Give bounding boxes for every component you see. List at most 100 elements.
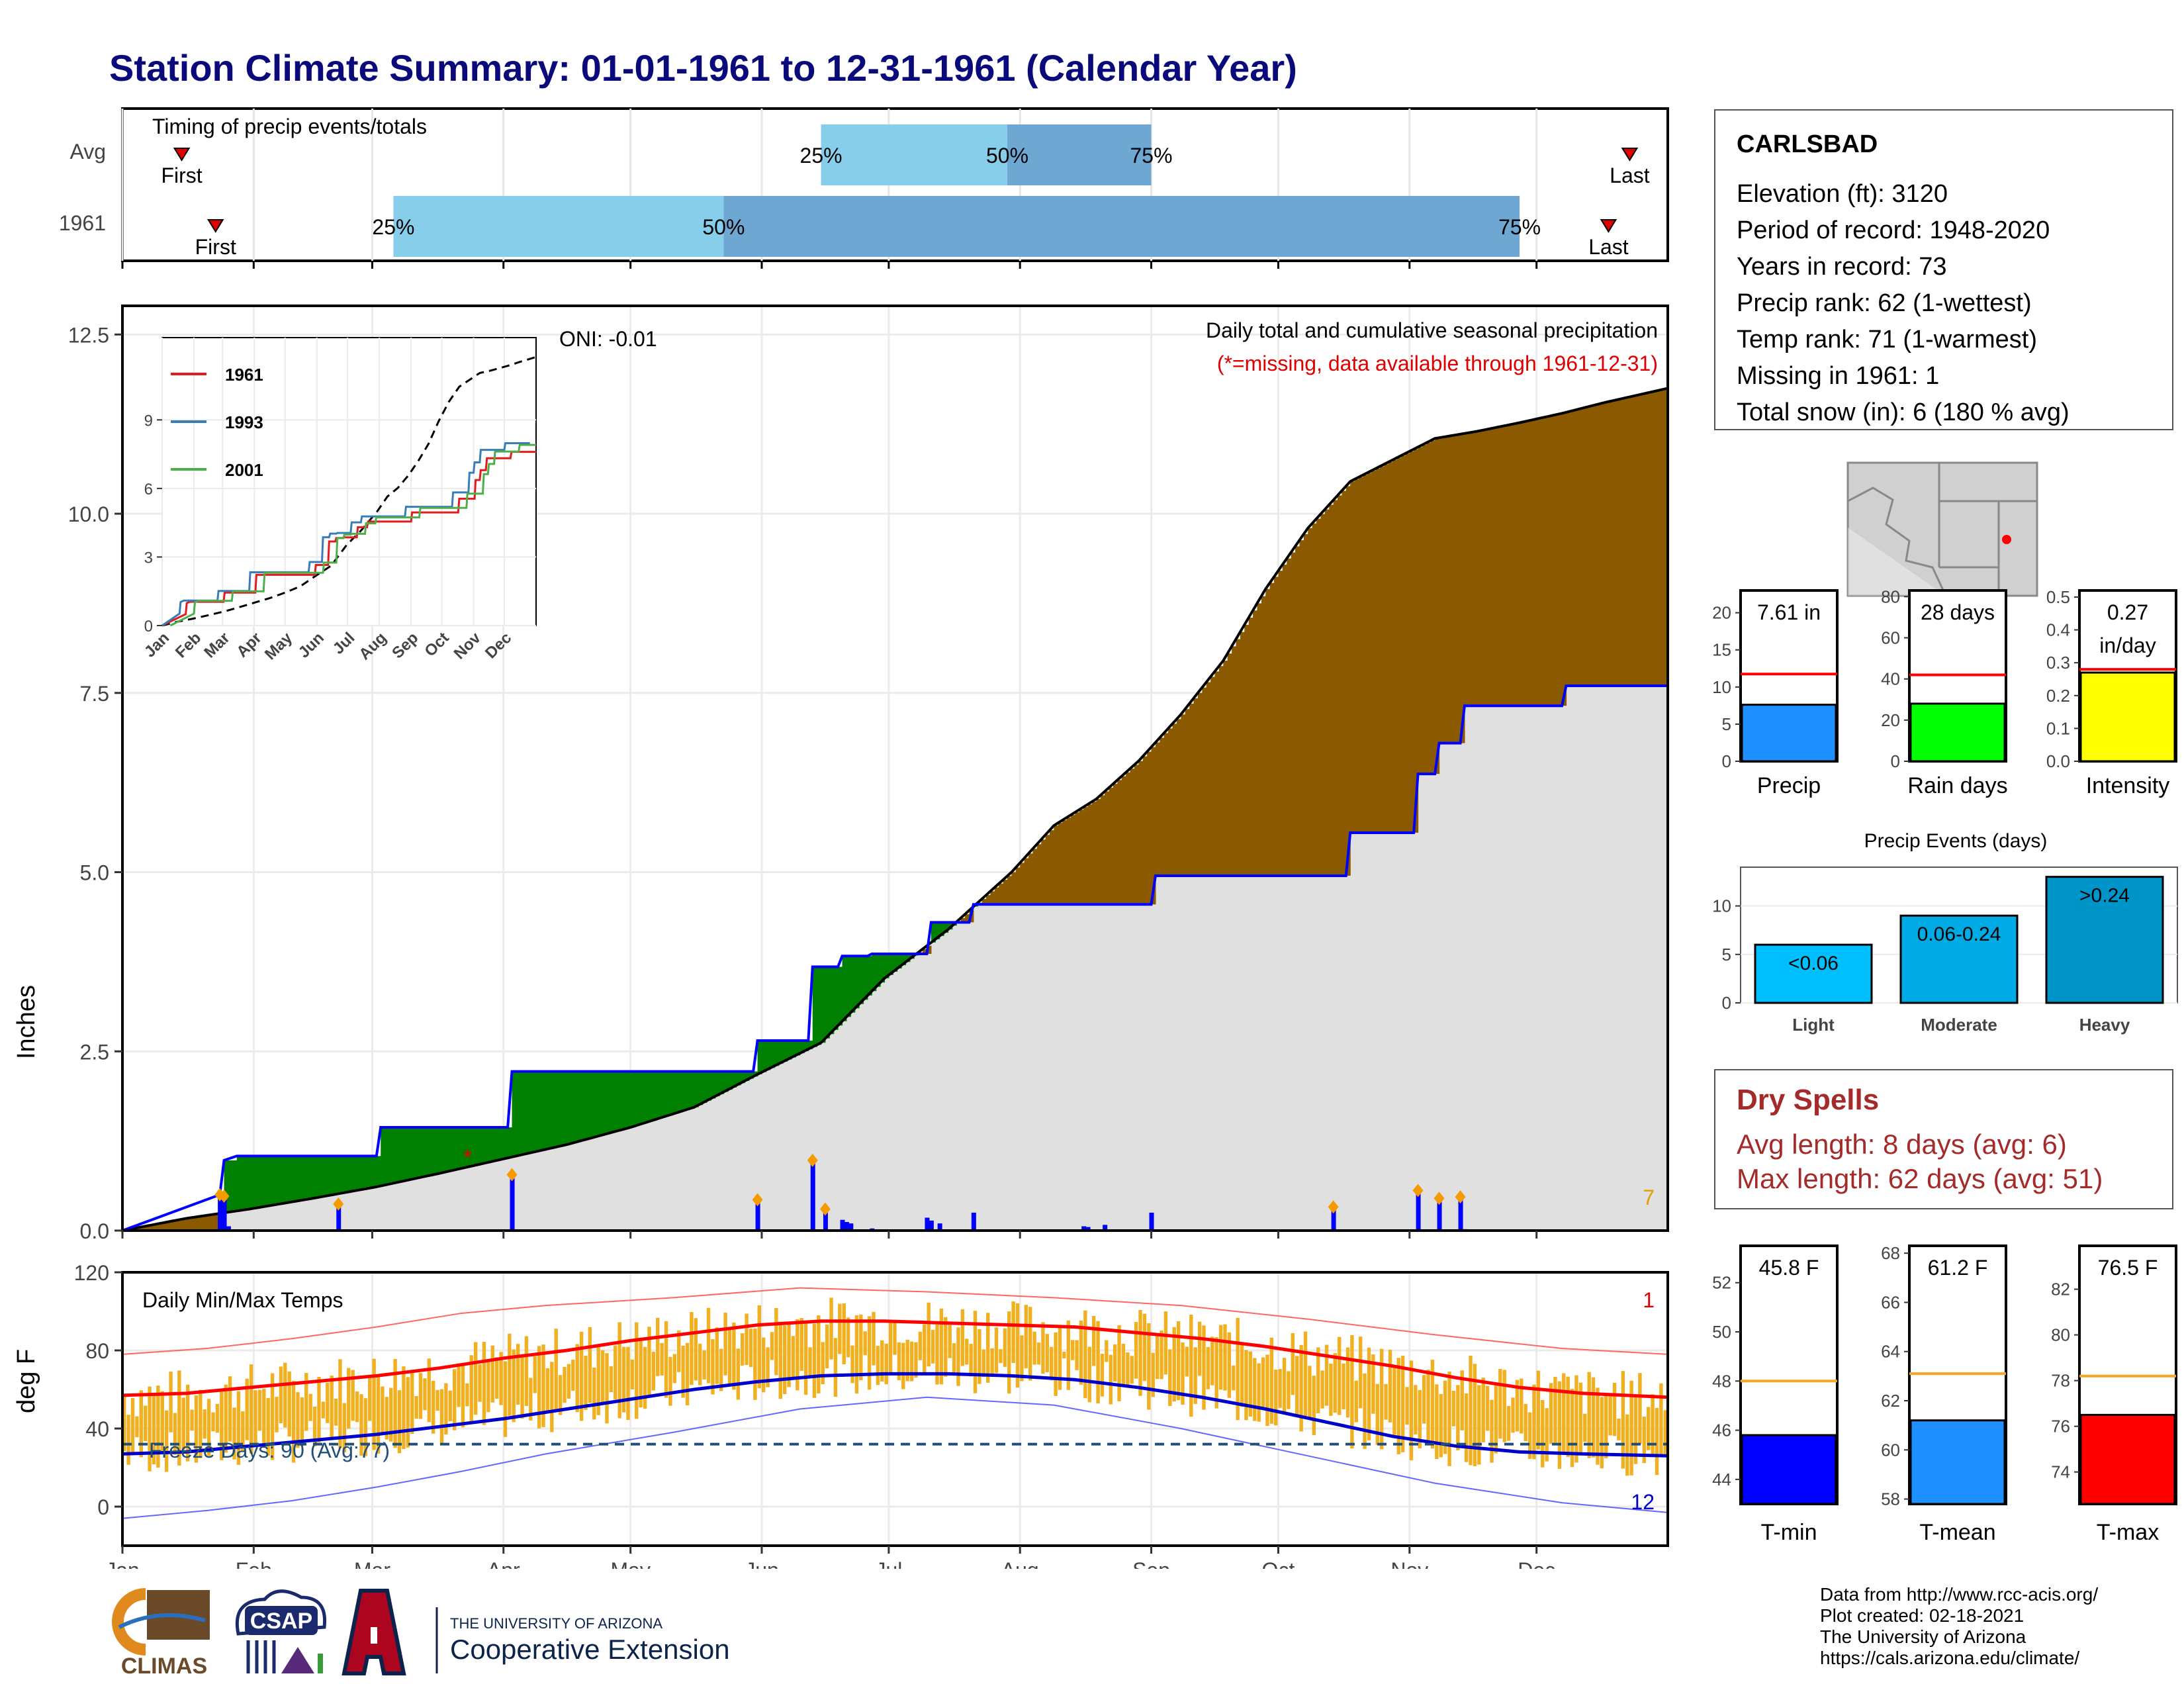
- below-average-area: [1527, 420, 1533, 706]
- daily-temp-bar: [1612, 1383, 1617, 1436]
- daily-temp-bar: [524, 1336, 529, 1406]
- summary-bar-value: 76.5 F: [2098, 1256, 2158, 1280]
- daily-temp-bar: [1282, 1358, 1287, 1413]
- daily-temp-bar: [1400, 1356, 1405, 1452]
- below-average-area: [143, 1226, 148, 1231]
- timing-last-label: Last: [1610, 164, 1650, 187]
- daily-temp-bar: [808, 1347, 812, 1378]
- daily-temp-bar: [228, 1376, 232, 1442]
- daily-precip-bar: [929, 1220, 934, 1231]
- above-average-area: [905, 953, 911, 962]
- below-average-area: [1384, 464, 1389, 833]
- above-average-area: [490, 1127, 496, 1162]
- above-average-area: [859, 956, 864, 1004]
- daily-temp-bar: [1329, 1363, 1333, 1416]
- daily-temp-bar: [406, 1377, 410, 1448]
- above-average-area: [651, 1071, 657, 1121]
- daily-temp-bar: [241, 1411, 245, 1451]
- summary-ytick-label: 0.2: [2046, 686, 2070, 706]
- above-average-area: [668, 1071, 674, 1115]
- daily-temp-bar: [1303, 1331, 1308, 1416]
- daily-temp-bar: [414, 1395, 418, 1419]
- timing-first-label: First: [195, 235, 236, 259]
- below-average-area: [1024, 858, 1029, 905]
- below-average-area: [1100, 795, 1105, 905]
- summary-bar-value: 0.27: [2107, 600, 2148, 624]
- daily-temp-bar: [757, 1305, 761, 1389]
- daily-temp-bar: [347, 1368, 351, 1429]
- daily-temp-bar: [363, 1398, 368, 1456]
- above-average-area: [727, 1071, 733, 1090]
- below-average-area: [1160, 737, 1165, 876]
- below-average-area: [1354, 479, 1359, 833]
- below-average-area: [156, 1224, 161, 1231]
- below-average-area: [1028, 853, 1034, 905]
- daily-temp-bar: [473, 1342, 478, 1415]
- daily-temp-bar: [503, 1361, 508, 1437]
- below-average-area: [1617, 399, 1622, 686]
- above-average-area: [287, 1156, 293, 1203]
- below-average-area: [1015, 867, 1021, 905]
- below-average-area: [1054, 825, 1059, 905]
- daily-temp-bar: [512, 1349, 516, 1423]
- below-average-area: [1126, 772, 1131, 905]
- daily-temp-bar: [923, 1324, 927, 1374]
- summary-ytick-label: 0: [1891, 751, 1900, 771]
- daily-temp-bar: [1477, 1385, 1481, 1465]
- daily-temp-bar: [969, 1344, 973, 1377]
- below-average-area: [1278, 571, 1283, 876]
- above-average-area: [393, 1127, 398, 1184]
- below-average-area: [1587, 406, 1592, 686]
- daily-precip-marker: [1455, 1190, 1466, 1204]
- daily-precip-bar: [1416, 1190, 1421, 1231]
- summary-bar-unit: in/day: [2099, 633, 2156, 657]
- inset-line-1993: [161, 442, 530, 627]
- below-average-area: [999, 883, 1004, 905]
- below-average-area: [965, 914, 970, 923]
- daily-temp-bar: [516, 1344, 520, 1405]
- daily-temp-bar: [465, 1383, 469, 1407]
- daily-temp-bar: [342, 1403, 347, 1452]
- below-average-area: [1435, 438, 1440, 774]
- below-average-area: [1138, 761, 1144, 905]
- below-average-area: [160, 1223, 165, 1231]
- daily-temp-bar: [1147, 1323, 1151, 1410]
- daily-temp-bar: [927, 1302, 931, 1367]
- below-average-area: [1655, 391, 1660, 686]
- daily-temp-bar: [1409, 1360, 1414, 1460]
- above-average-area: [508, 1127, 513, 1158]
- daily-temp-bar: [199, 1389, 203, 1458]
- timing-first-marker: [173, 148, 191, 162]
- daily-temp-bar: [448, 1390, 452, 1421]
- summary-ytick-label: 60: [1881, 628, 1900, 647]
- above-average-area: [452, 1127, 457, 1171]
- below-average-area: [994, 887, 999, 905]
- above-average-area: [241, 1156, 246, 1211]
- daily-temp-bar: [1485, 1385, 1490, 1431]
- daily-temp-bar: [1557, 1381, 1562, 1469]
- daily-temp-bar: [614, 1345, 617, 1400]
- above-average-area: [630, 1071, 635, 1128]
- below-average-area: [1003, 880, 1008, 905]
- above-average-area: [224, 1160, 229, 1213]
- summary-bar-value: 45.8 F: [1759, 1256, 1819, 1280]
- daily-precip-marker: [1328, 1200, 1339, 1214]
- daily-temp-bar: [1036, 1342, 1041, 1365]
- below-average-area: [1083, 807, 1089, 905]
- above-average-area: [749, 1071, 754, 1079]
- below-average-area: [1400, 455, 1406, 833]
- daily-temp-bar: [541, 1344, 545, 1427]
- below-average-area: [1600, 403, 1605, 686]
- station-info: CARLSBAD Elevation (ft): 3120 Period of …: [1714, 109, 2173, 430]
- daily-temp-bar: [799, 1318, 803, 1371]
- daily-temp-bar: [846, 1317, 850, 1358]
- events-bar: [2045, 876, 2164, 1004]
- above-average-area: [944, 922, 949, 933]
- daily-temp-bar: [1490, 1399, 1494, 1463]
- daily-temp-bar: [1070, 1340, 1075, 1360]
- below-average-area: [148, 1225, 153, 1231]
- daily-temp-bar: [550, 1362, 554, 1432]
- below-average-area: [1295, 546, 1300, 876]
- below-average-area: [1405, 453, 1410, 833]
- daily-temp-bar: [1240, 1344, 1244, 1407]
